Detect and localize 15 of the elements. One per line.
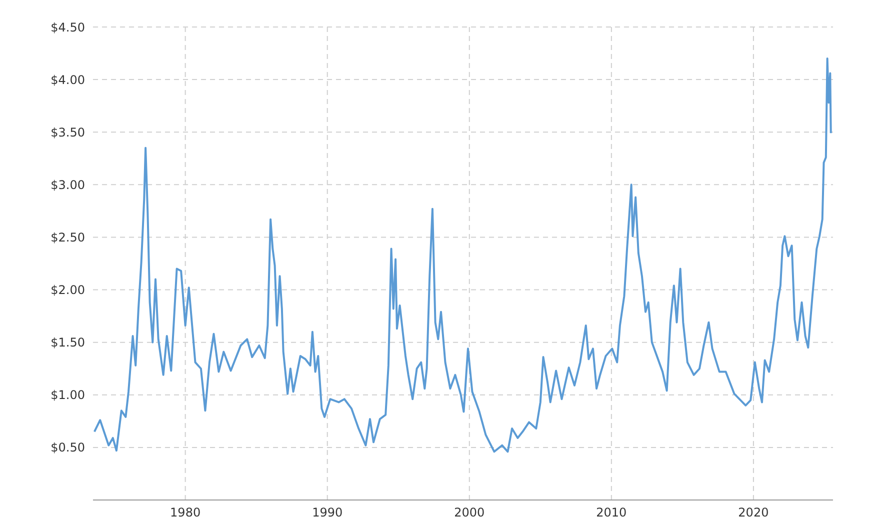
y-tick-label: $1.50 xyxy=(50,336,85,350)
x-tick-label: 2020 xyxy=(738,506,769,520)
y-tick-label: $1.00 xyxy=(50,388,85,402)
y-tick-label: $0.50 xyxy=(50,440,85,455)
x-tick-label: 1990 xyxy=(312,506,343,520)
y-tick-label: $2.50 xyxy=(50,230,85,244)
x-tick-label: 2000 xyxy=(454,506,485,520)
y-tick-label: $2.00 xyxy=(50,283,85,298)
y-tick-label: $3.00 xyxy=(50,178,85,192)
x-tick-label: 2010 xyxy=(596,506,627,520)
y-tick-label: $3.50 xyxy=(50,125,85,140)
line-series xyxy=(93,58,832,453)
y-tick-label: $4.50 xyxy=(50,20,85,34)
y-tick-label: $4.00 xyxy=(50,72,85,87)
x-tick-label: 1980 xyxy=(170,506,201,520)
